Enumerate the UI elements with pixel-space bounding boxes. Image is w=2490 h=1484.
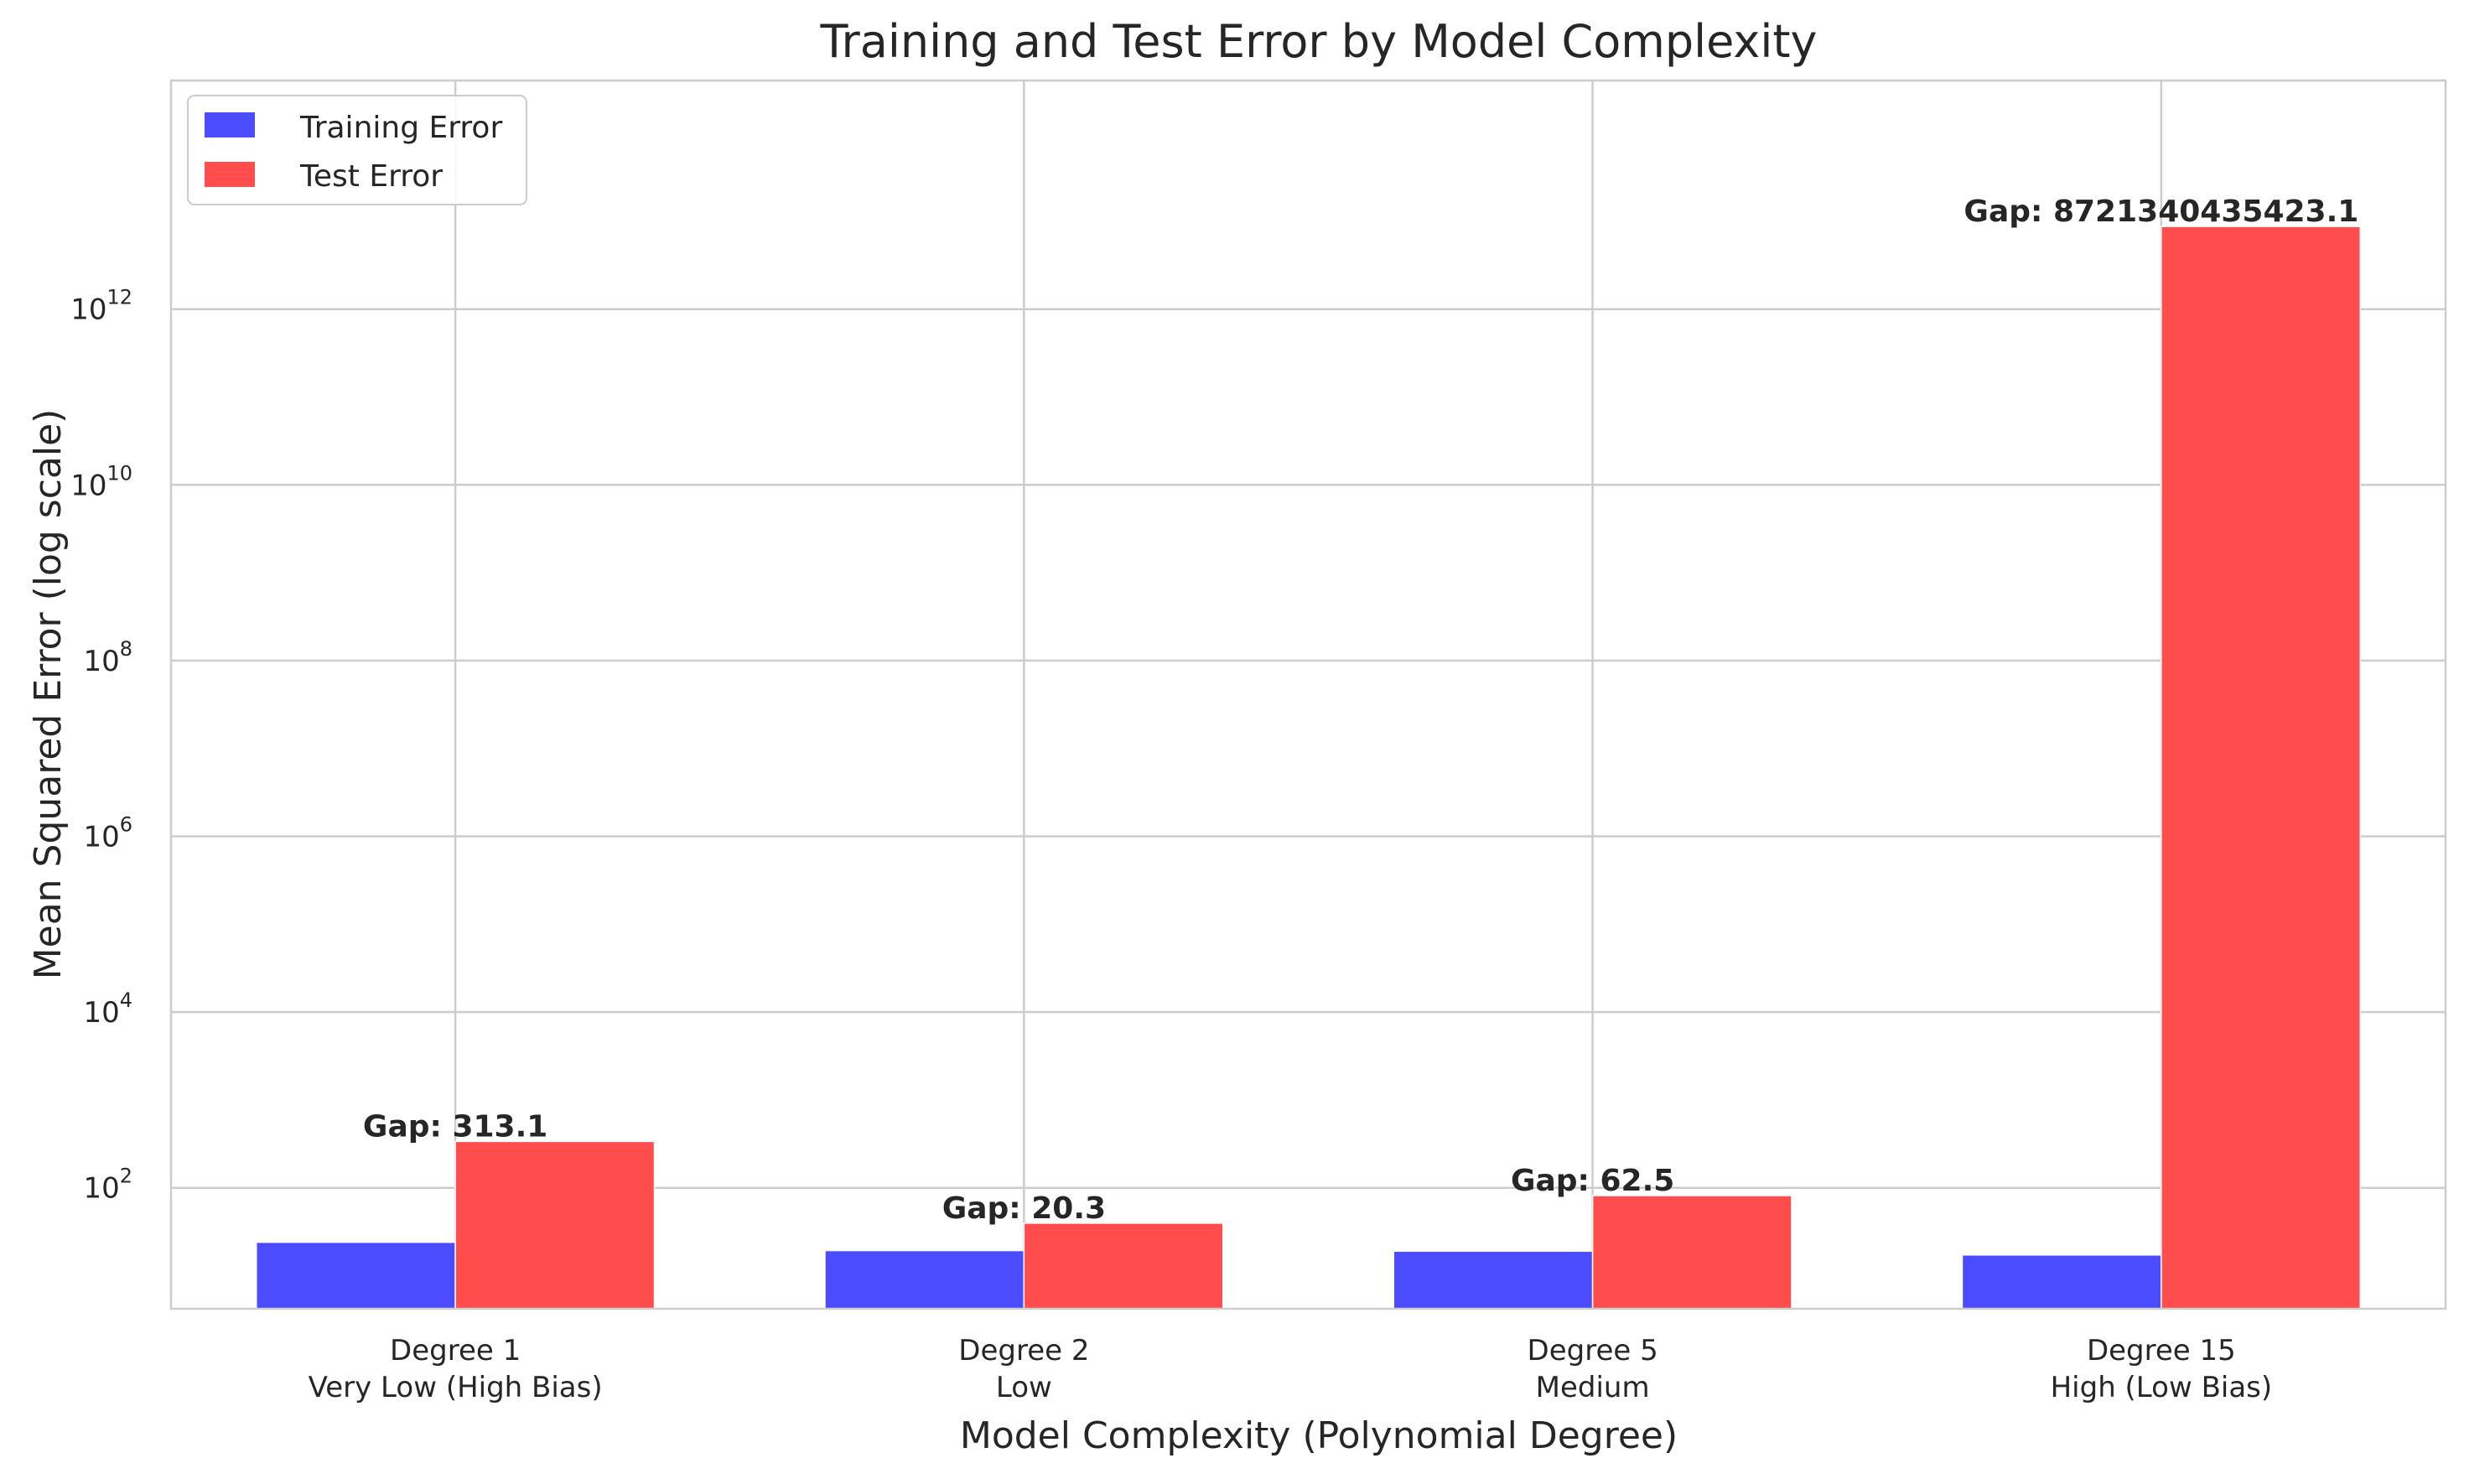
test-error-bar (1591, 1195, 1792, 1310)
test-error-bar (2161, 226, 2362, 1310)
legend-label-training: Training Error (299, 111, 502, 145)
y-tick-label: 1010 (70, 461, 132, 502)
y-tick-base: 10 (83, 1172, 119, 1206)
x-tick-label-degree: Degree 15 (2087, 1334, 2236, 1367)
y-tick-label: 1012 (70, 286, 132, 327)
x-tick-label-degree: Degree 5 (1528, 1334, 1658, 1367)
gap-label: Gap: 62.5 (1511, 1164, 1674, 1198)
x-tick-label-complexity: Very Low (High Bias) (309, 1371, 603, 1404)
y-tick-base: 10 (70, 469, 106, 502)
y-axis-label: Mean Squared Error (log scale) (27, 409, 70, 980)
x-tick-label-complexity: High (Low Bias) (2051, 1371, 2273, 1404)
x-tick-label-complexity: Medium (1536, 1371, 1650, 1404)
gap-label: Gap: 8721340435423.1 (1963, 195, 2358, 229)
legend-swatch-training (205, 112, 255, 138)
gap-label: Gap: 20.3 (942, 1191, 1106, 1226)
x-tick-label-complexity: Low (996, 1371, 1052, 1404)
training-error-bar (1393, 1250, 1594, 1310)
y-tick-exponent: 4 (120, 988, 132, 1012)
x-axis-ticks: Degree 1 Very Low (High Bias) Degree 2 Low D… (309, 1334, 2273, 1404)
y-tick-exponent: 6 (120, 813, 132, 837)
y-tick-exponent: 2 (120, 1165, 132, 1188)
training-error-bar (255, 1241, 456, 1310)
y-tick-exponent: 8 (120, 637, 132, 661)
legend-box (187, 95, 527, 205)
legend-label-test: Test Error (299, 159, 443, 194)
gap-annotations: Gap: 313.1 Gap: 20.3 Gap: 62.5 Gap: 8721340… (363, 195, 2358, 1226)
y-tick-label: 104 (83, 988, 132, 1030)
legend-swatch-test (205, 162, 255, 187)
y-tick-label: 108 (83, 637, 132, 678)
gap-label: Gap: 313.1 (363, 1109, 547, 1144)
legend: Training Error Test Error (187, 95, 527, 205)
y-tick-label: 106 (83, 813, 132, 854)
y-tick-exponent: 12 (106, 286, 132, 309)
y-tick-base: 10 (83, 996, 119, 1030)
x-tick-label-degree: Degree 2 (958, 1334, 1089, 1367)
x-tick-label-degree: Degree 1 (390, 1334, 521, 1367)
test-error-bar (1023, 1222, 1224, 1310)
y-tick-exponent: 10 (106, 461, 132, 485)
bars (255, 226, 2362, 1310)
y-tick-base: 10 (70, 293, 106, 327)
y-tick-base: 10 (83, 645, 119, 678)
plot-frame (169, 79, 2447, 1310)
y-tick-label: 102 (83, 1165, 132, 1206)
y-tick-base: 10 (83, 821, 119, 854)
test-error-bar (454, 1140, 656, 1310)
training-error-bar (1961, 1254, 2162, 1310)
chart-title: Training and Test Error by Model Complex… (820, 15, 1818, 68)
training-error-bar (824, 1249, 1025, 1310)
x-axis-label: Model Complexity (Polynomial Degree) (960, 1414, 1678, 1457)
